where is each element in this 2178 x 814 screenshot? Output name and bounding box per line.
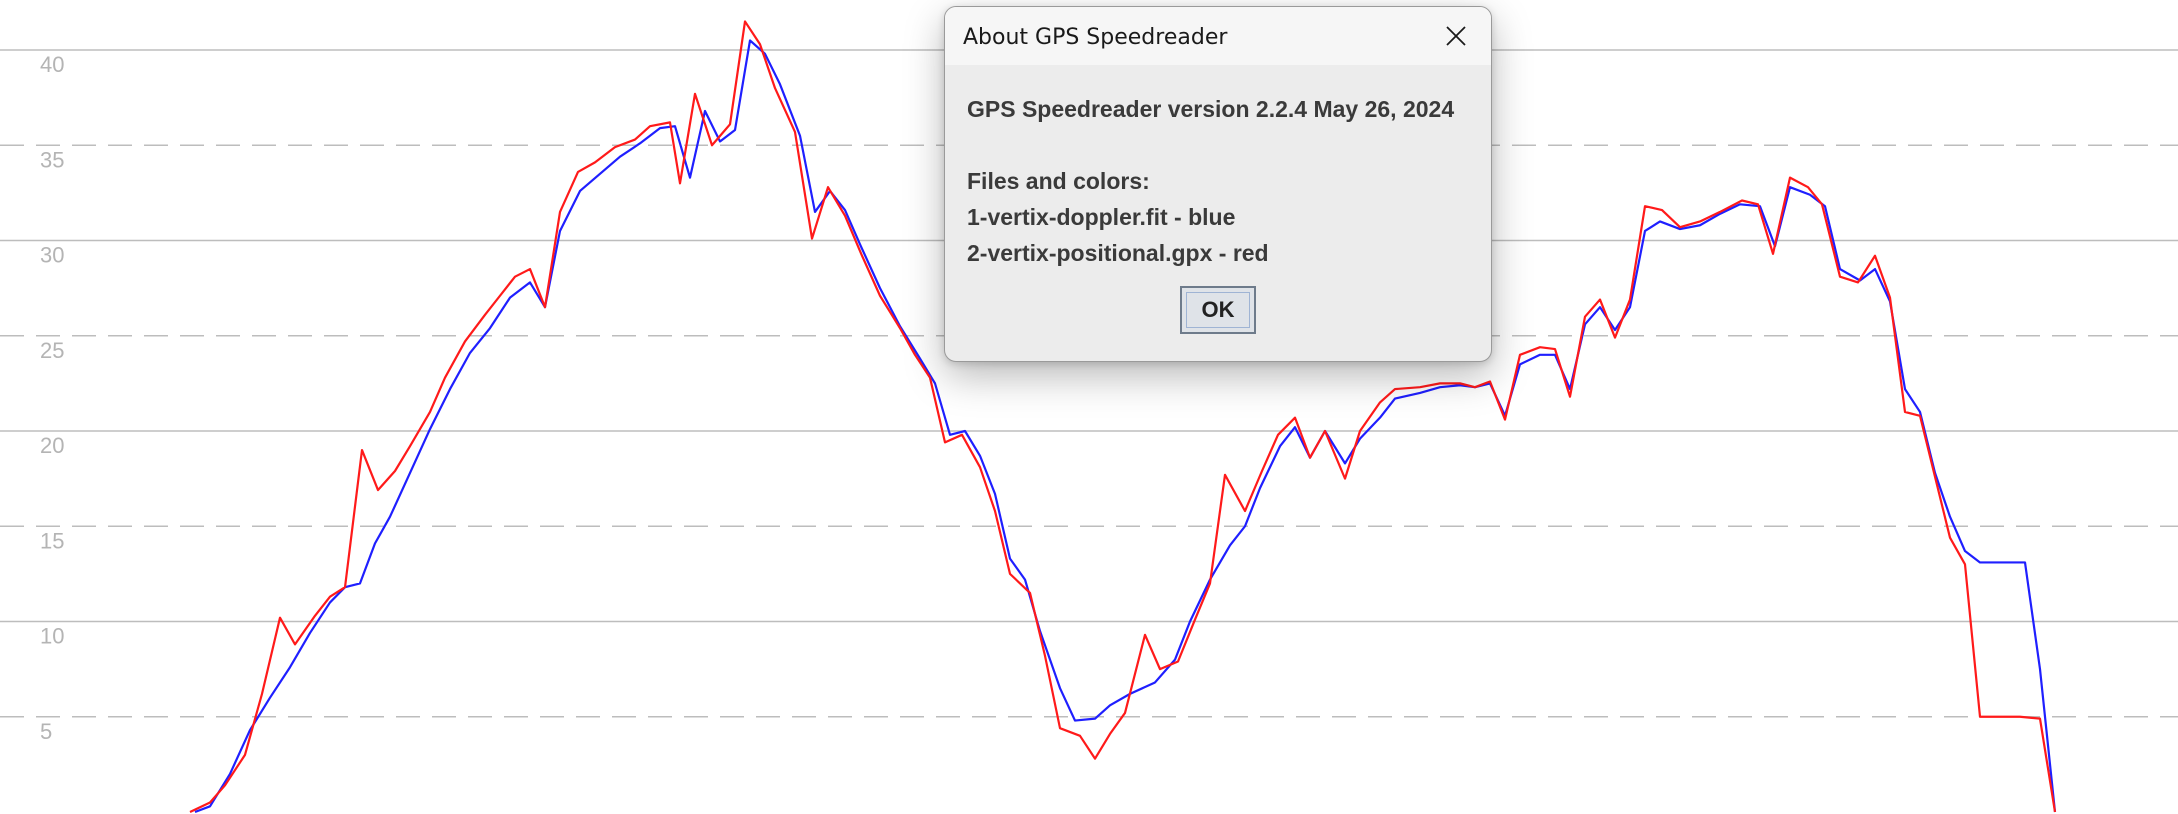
- dialog-title: About GPS Speedreader: [963, 25, 1228, 50]
- about-dialog: About GPS Speedreader GPS Speedreader ve…: [944, 6, 1492, 362]
- y-tick-label-40: 40: [40, 52, 64, 77]
- y-tick-label-35: 35: [40, 147, 64, 172]
- close-button[interactable]: [1421, 7, 1491, 65]
- file-entry-2: 2-vertix-positional.gpx - red: [967, 240, 1269, 266]
- version-text: GPS Speedreader version 2.2.4 May 26, 20…: [967, 96, 1455, 122]
- ok-button[interactable]: OK: [1180, 286, 1256, 334]
- ok-button-label: OK: [1201, 297, 1235, 322]
- close-icon: [1446, 26, 1466, 46]
- y-tick-label-25: 25: [40, 338, 64, 363]
- y-tick-label-10: 10: [40, 624, 64, 649]
- y-tick-label-15: 15: [40, 528, 64, 553]
- dialog-content: GPS Speedreader version 2.2.4 May 26, 20…: [945, 65, 1491, 271]
- dialog-titlebar[interactable]: About GPS Speedreader: [945, 7, 1491, 65]
- files-heading: Files and colors:: [967, 168, 1150, 194]
- series-line-2: [189, 20, 2057, 813]
- y-tick-label-30: 30: [40, 243, 64, 268]
- file-entry-1: 1-vertix-doppler.fit - blue: [967, 204, 1236, 230]
- y-tick-label-20: 20: [40, 433, 64, 458]
- y-tick-label-5: 5: [40, 719, 52, 744]
